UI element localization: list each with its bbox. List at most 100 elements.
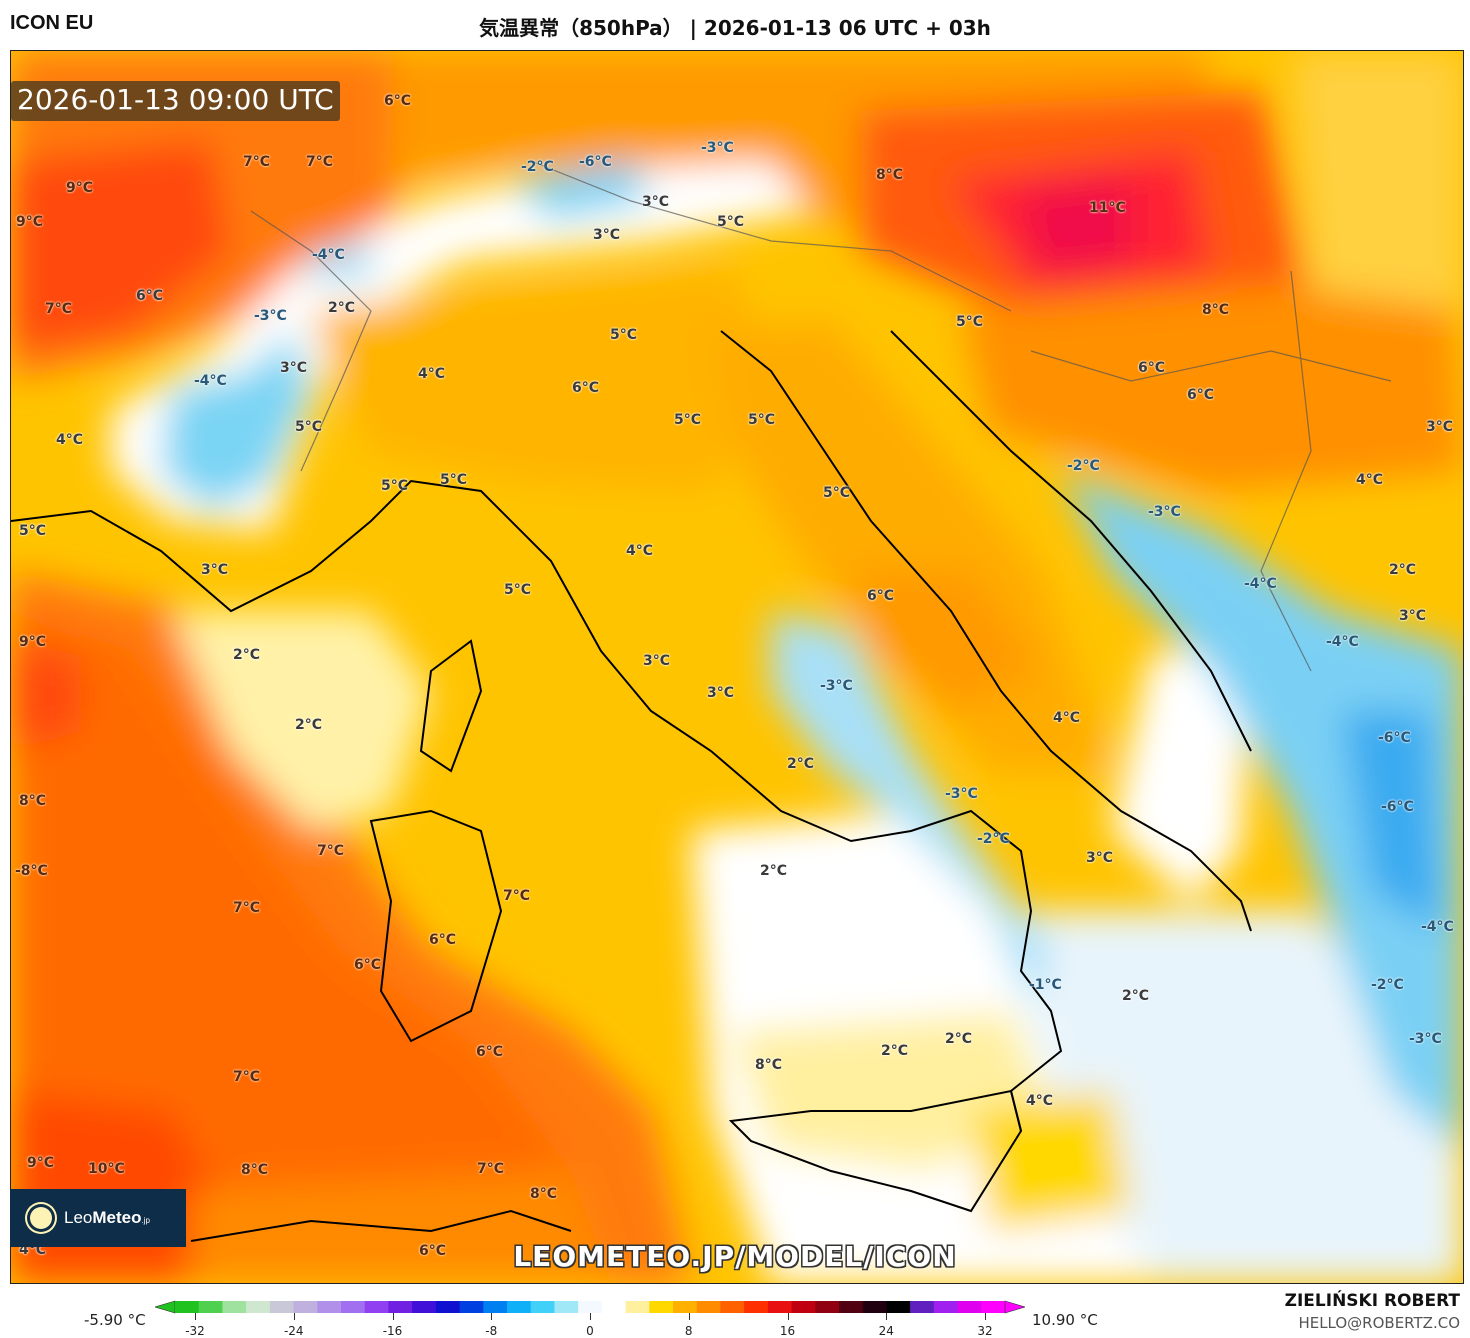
contour-label: -4°C [312, 247, 345, 263]
contour-label: 4°C [1053, 710, 1081, 726]
contour-label: -3°C [1409, 1031, 1442, 1047]
contour-label: 8°C [1202, 302, 1230, 318]
colorbar-tick-label: 24 [878, 1324, 894, 1338]
contour-label: 7°C [45, 301, 73, 317]
contour-label: 6°C [572, 380, 600, 396]
logo-text: LeoMeteo.jp [64, 1208, 150, 1227]
author-email: HELLO@ROBERTZ.CO [1298, 1314, 1460, 1332]
chart-title: 気温異常（850hPa） | 2026-01-13 06 UTC + 03h [479, 16, 991, 40]
contour-label: 4°C [626, 543, 654, 559]
contour-label: 7°C [233, 900, 261, 916]
contour-label: 2°C [1122, 988, 1150, 1004]
contour-label: 6°C [1187, 387, 1215, 403]
colorbar [155, 1300, 1025, 1314]
colorbar-tick-mark [293, 1313, 295, 1320]
contour-label: -8°C [15, 863, 48, 879]
contour-label: 2°C [787, 756, 815, 772]
contour-label: -2°C [977, 831, 1010, 847]
contour-label: -3°C [254, 308, 287, 324]
colorbar-tick-label: -32 [185, 1324, 205, 1338]
contour-label: 7°C [243, 154, 271, 170]
contour-label: 6°C [867, 588, 895, 604]
sun-icon [30, 1207, 52, 1229]
map-fields [11, 51, 1463, 1283]
contour-label: -2°C [1371, 977, 1404, 993]
contour-label: 6°C [354, 957, 382, 973]
contour-label: 5°C [748, 412, 776, 428]
contour-label: 6°C [136, 288, 164, 304]
contour-label: 2°C [328, 300, 356, 316]
contour-label: 6°C [429, 932, 457, 948]
temperature-anomaly-map: 2026-01-13 09:00 UTC 6°C 7°C 7°C 9°C 9°C -2°C… [10, 50, 1464, 1284]
contour-label: 5°C [956, 314, 984, 330]
contour-label: 6°C [476, 1044, 504, 1060]
leometeo-logo: LeoMeteo.jp [10, 1189, 186, 1247]
contour-label: -3°C [820, 678, 853, 694]
colorbar-tick-mark [688, 1313, 690, 1320]
contour-label: 4°C [418, 366, 446, 382]
colorbar-tick-mark [491, 1313, 493, 1320]
colorbar-tick-label: -16 [382, 1324, 403, 1338]
colorbar-tick-mark [985, 1313, 986, 1320]
contour-label: 4°C [1356, 472, 1384, 488]
colorbar-tick-mark [195, 1313, 196, 1320]
contour-label: -6°C [1381, 799, 1414, 815]
model-name: ICON EU [10, 12, 94, 34]
contour-label: 4°C [1026, 1093, 1054, 1109]
contour-label: -4°C [1421, 919, 1454, 935]
contour-label: 2°C [881, 1043, 909, 1059]
watermark-url: LEOMETEO.JP/MODEL/ICON [513, 1240, 957, 1273]
contour-label: 3°C [593, 227, 621, 243]
contour-label: 3°C [280, 360, 308, 376]
contour-label: 2°C [760, 863, 788, 879]
colorbar-tick-label: 16 [779, 1324, 796, 1338]
contour-label: 9°C [66, 180, 94, 196]
contour-label: 8°C [755, 1057, 783, 1073]
contour-label: 7°C [503, 888, 531, 904]
contour-label: 5°C [440, 472, 468, 488]
contour-label: 3°C [1399, 608, 1427, 624]
colorbar-min-label: -5.90 °C [84, 1311, 146, 1329]
contour-label: 2°C [1389, 562, 1417, 578]
contour-label: 8°C [530, 1186, 558, 1202]
contour-label: 3°C [1426, 419, 1454, 435]
contour-label: 6°C [1138, 360, 1166, 376]
contour-label: 7°C [306, 154, 334, 170]
contour-label: 7°C [477, 1161, 505, 1177]
contour-label: 5°C [19, 523, 47, 539]
contour-label: 3°C [643, 653, 671, 669]
colorbar-tick-label: 32 [977, 1324, 993, 1338]
contour-label: -3°C [945, 786, 978, 802]
contour-label: -2°C [521, 159, 554, 175]
contour-label: 3°C [642, 194, 670, 210]
contour-label: 3°C [707, 685, 735, 701]
colorbar-tick-label: 0 [586, 1324, 594, 1338]
contour-label: 5°C [381, 478, 409, 494]
contour-label: 7°C [317, 843, 345, 859]
contour-label: 6°C [384, 93, 412, 109]
colorbar-tick-label: -8 [485, 1324, 498, 1338]
contour-label: 9°C [19, 634, 47, 650]
contour-label: 3°C [201, 562, 229, 578]
contour-label: 11°C [1089, 200, 1126, 216]
contour-label: 8°C [19, 793, 47, 809]
colorbar-tick-mark [590, 1313, 591, 1320]
contour-label: 3°C [1086, 850, 1114, 866]
contour-label: 8°C [241, 1162, 269, 1178]
contour-label: 5°C [823, 485, 851, 501]
colorbar-tick-label: 8 [684, 1324, 693, 1338]
contour-label: -4°C [194, 373, 227, 389]
contour-label: 5°C [610, 327, 638, 343]
contour-label: 9°C [16, 214, 44, 230]
contour-label: 7°C [233, 1069, 261, 1085]
colorbar-tick-mark [886, 1313, 888, 1320]
colorbar-tick-mark [787, 1313, 789, 1320]
contour-label: 6°C [419, 1243, 447, 1259]
contour-label: 2°C [945, 1031, 973, 1047]
contour-label: 2°C [233, 647, 261, 663]
colorbar-tick-mark [392, 1313, 394, 1320]
contour-label: 8°C [876, 167, 904, 183]
valid-time-stamp: 2026-01-13 09:00 UTC [11, 81, 340, 121]
contour-label: -4°C [1326, 634, 1359, 650]
contour-label: -1°C [1029, 977, 1062, 993]
